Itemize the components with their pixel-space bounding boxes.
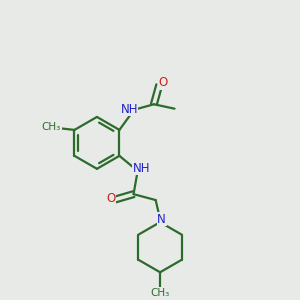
Text: N: N <box>157 213 166 226</box>
Text: CH₃: CH₃ <box>151 288 170 298</box>
Text: CH₃: CH₃ <box>42 122 61 132</box>
Text: O: O <box>158 76 167 89</box>
Text: O: O <box>106 192 116 206</box>
Text: NH: NH <box>133 162 150 175</box>
Text: NH: NH <box>120 103 138 116</box>
